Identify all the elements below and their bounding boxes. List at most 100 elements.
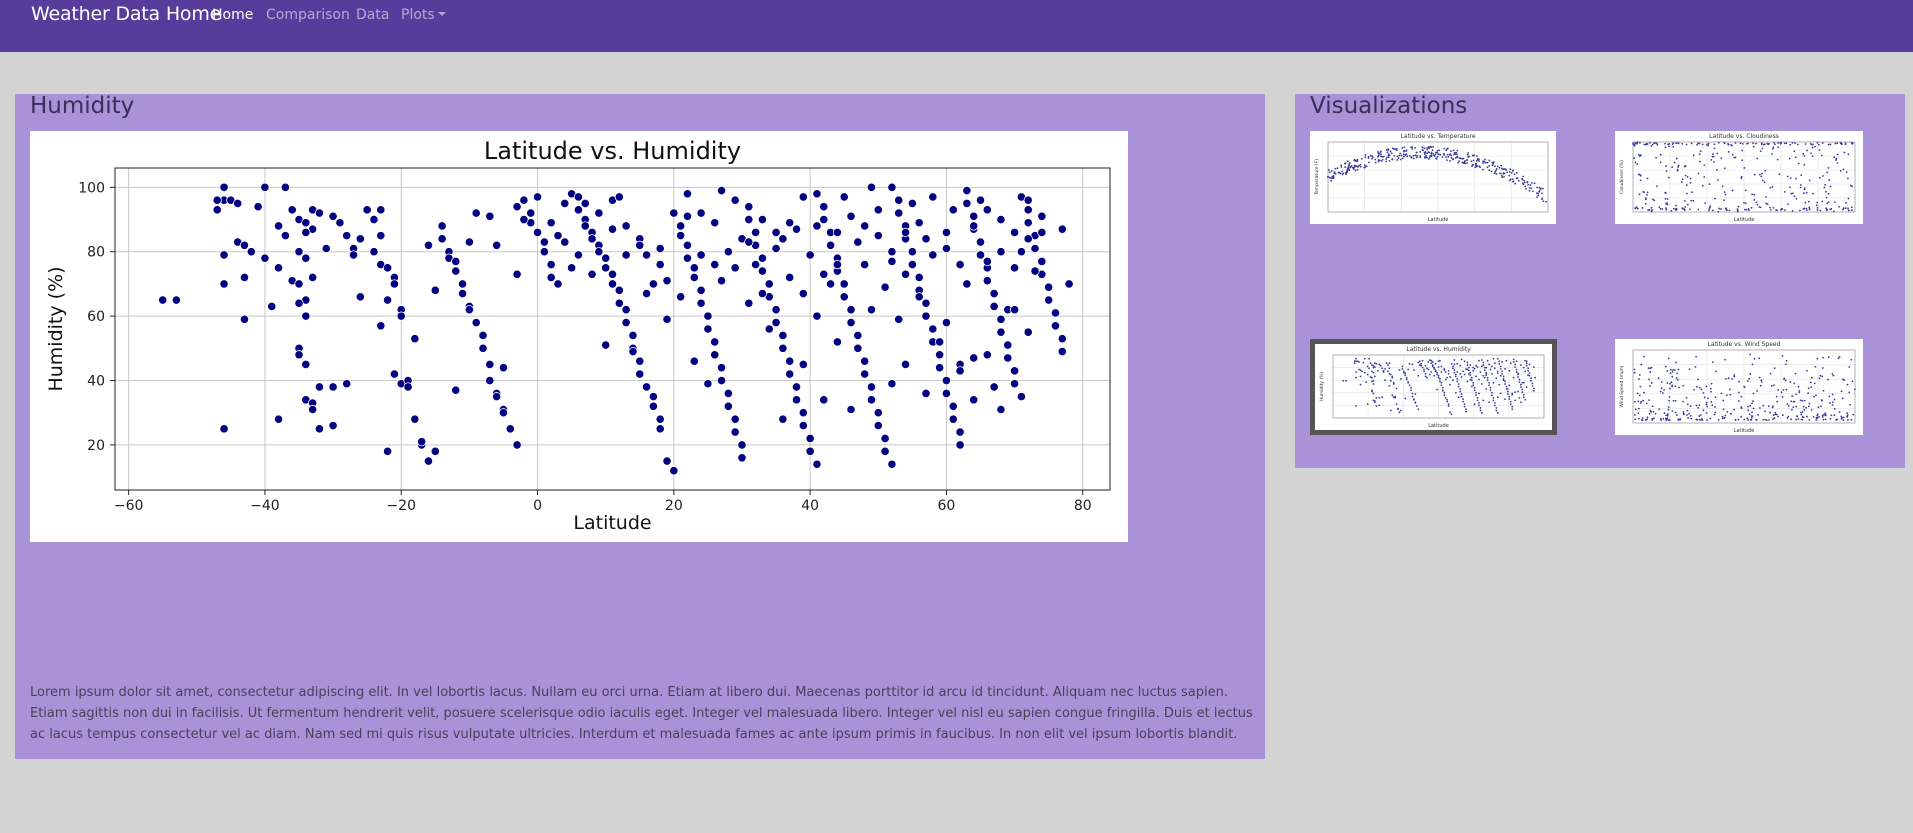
thumb-point — [1781, 354, 1784, 357]
thumb-point — [1405, 150, 1407, 152]
thumb-point — [1457, 385, 1460, 388]
scatter-point — [682, 240, 693, 250]
thumb-point — [1847, 153, 1850, 156]
thumb-point — [1838, 355, 1841, 358]
thumb-point — [1650, 144, 1653, 147]
thumb-point — [1412, 154, 1415, 157]
nav-link-home[interactable]: Home — [212, 7, 254, 23]
thumbnail-cloudiness[interactable]: Latitude vs. Cloudiness Latitude Cloudines… — [1615, 131, 1863, 224]
thumb-point — [1789, 380, 1792, 383]
thumb-point — [1500, 164, 1503, 167]
thumb-point — [1689, 405, 1692, 407]
thumb-point — [1650, 206, 1653, 209]
thumb-point — [1436, 373, 1438, 376]
thumb-point — [1640, 400, 1643, 403]
scatter-point — [723, 247, 733, 257]
thumb-point — [1824, 183, 1827, 186]
thumb-point — [1355, 360, 1358, 363]
thumb-y-label: Cloudiness (%) — [1619, 160, 1625, 194]
thumb-point — [1750, 418, 1753, 421]
thumb-point — [1457, 383, 1460, 385]
thumb-point — [1681, 178, 1684, 181]
thumb-point — [1755, 201, 1758, 204]
thumb-point — [1838, 205, 1840, 208]
thumb-point — [1775, 413, 1778, 416]
scatter-point — [342, 231, 352, 241]
thumb-point — [1703, 164, 1706, 167]
thumb-point — [1375, 396, 1378, 399]
thumb-point — [1374, 161, 1377, 164]
thumb-point — [1852, 413, 1855, 416]
thumb-point — [1715, 169, 1718, 171]
thumbnail-humidity[interactable]: Latitude vs. Humidity Latitude Humidity (%… — [1310, 339, 1557, 435]
thumb-point — [1641, 207, 1644, 209]
scatter-point — [601, 263, 611, 273]
thumb-point — [1527, 367, 1530, 370]
thumb-point — [1720, 392, 1723, 395]
thumb-point — [1347, 166, 1350, 169]
thumb-point — [1737, 418, 1740, 421]
thumb-point — [1668, 399, 1671, 402]
thumb-point — [1517, 376, 1519, 378]
thumbnail-wind-speed[interactable]: Latitude vs. Wind Speed Latitude Wind Spee… — [1615, 339, 1863, 435]
thumb-point — [1535, 192, 1538, 195]
thumb-point — [1391, 375, 1394, 378]
thumb-point — [1400, 409, 1402, 412]
thumb-point — [1844, 143, 1847, 146]
thumb-point — [1424, 364, 1427, 367]
thumb-point — [1725, 377, 1727, 380]
thumb-point — [1377, 151, 1379, 153]
thumb-point — [1816, 207, 1819, 209]
thumb-point — [1776, 400, 1779, 403]
scatter-point — [928, 192, 938, 202]
thumb-point — [1795, 393, 1798, 396]
thumb-point — [1356, 160, 1358, 163]
thumb-point — [1387, 156, 1390, 159]
nav-link-comparison[interactable]: Comparison — [266, 7, 350, 23]
thumbnail-temperature[interactable]: Latitude vs. Temperature Latitude Temperat… — [1310, 131, 1556, 224]
thumb-point — [1424, 375, 1427, 378]
thumb-point — [1654, 412, 1657, 415]
thumb-point — [1374, 401, 1376, 404]
thumb-point — [1517, 390, 1519, 393]
thumb-point — [1843, 151, 1846, 154]
thumb-point — [1825, 196, 1828, 199]
thumb-point — [1394, 395, 1397, 398]
thumb-point — [1478, 359, 1480, 362]
thumb-point — [1437, 374, 1440, 377]
scatter-point — [457, 279, 468, 289]
thumb-point — [1722, 399, 1725, 402]
thumb-point — [1485, 374, 1488, 377]
thumb-point — [1414, 154, 1417, 157]
thumb-point — [1847, 197, 1850, 200]
thumb-point — [1508, 395, 1511, 398]
thumb-point — [1511, 392, 1514, 395]
thumb-point — [1675, 377, 1678, 379]
thumb-point — [1518, 378, 1521, 381]
thumb-point — [1486, 376, 1489, 379]
thumb-point — [1799, 186, 1802, 189]
thumb-point — [1826, 202, 1828, 205]
thumb-point — [1457, 161, 1459, 164]
thumb-point — [1659, 417, 1662, 420]
thumb-point — [1424, 373, 1427, 375]
thumb-point — [1397, 407, 1399, 410]
scatter-point — [1023, 234, 1033, 244]
thumb-point — [1372, 364, 1375, 367]
thumb-point — [1411, 148, 1414, 150]
thumb-point — [1676, 372, 1678, 375]
thumb-point — [1495, 409, 1498, 412]
scatter-point — [301, 359, 311, 370]
scatter-point — [348, 250, 359, 260]
thumb-point — [1465, 408, 1467, 411]
scatter-point — [710, 350, 720, 360]
nav-dropdown-plots[interactable]: Plots — [401, 7, 446, 23]
thumb-point — [1677, 164, 1680, 167]
scatter-point — [498, 363, 509, 373]
navbar-brand[interactable]: Weather Data Home — [31, 3, 222, 25]
thumb-point — [1478, 160, 1480, 162]
scatter-point — [635, 240, 645, 250]
thumb-point — [1369, 362, 1372, 365]
nav-link-data[interactable]: Data — [356, 7, 389, 23]
thumb-point — [1827, 192, 1830, 195]
